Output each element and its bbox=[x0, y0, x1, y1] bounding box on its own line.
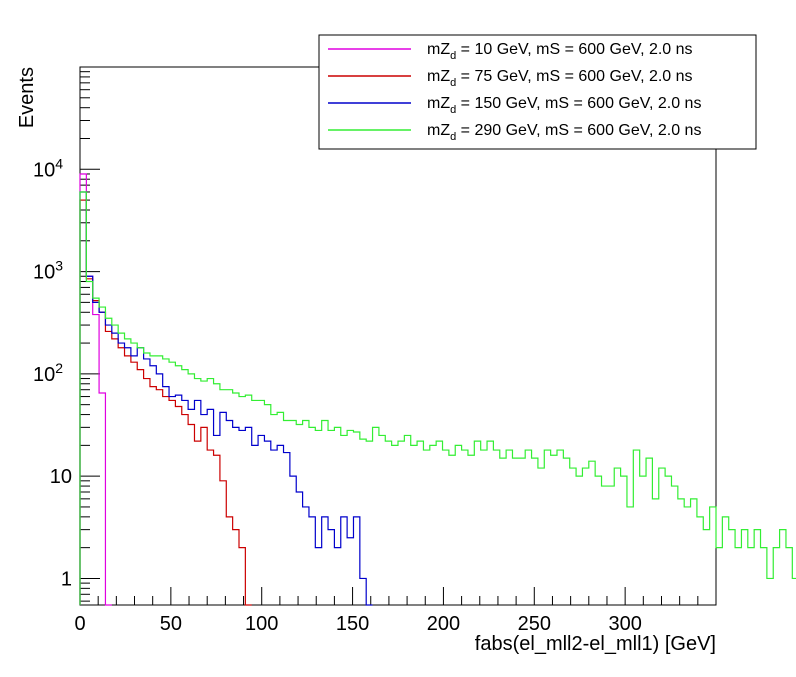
legend-label-main: mZ bbox=[427, 41, 450, 58]
legend-label-rest: = 10 GeV, mS = 600 GeV, 2.0 ns bbox=[456, 41, 692, 58]
y-tick-base: 10 bbox=[50, 466, 72, 488]
x-tick-label: 250 bbox=[518, 613, 551, 635]
x-tick-label: 300 bbox=[608, 613, 641, 635]
y-axis-title: Events bbox=[16, 67, 38, 128]
y-tick-exponent: 3 bbox=[55, 258, 63, 274]
y-tick-base: 10 bbox=[33, 159, 55, 181]
x-axis-title: fabs(el_mll2-el_mll1) [GeV] bbox=[475, 633, 716, 655]
y-major-ticks bbox=[80, 168, 100, 579]
series-layer bbox=[79, 173, 796, 606]
legend-label-main: mZ bbox=[427, 122, 450, 139]
y-tick-label: 1 bbox=[61, 568, 72, 590]
series-line bbox=[79, 199, 252, 606]
x-tick-label: 100 bbox=[245, 613, 278, 635]
y-tick-base: 1 bbox=[61, 568, 72, 590]
y-tick-label: 10 bbox=[50, 466, 72, 488]
x-tick-label: 50 bbox=[160, 613, 182, 635]
y-tick-base: 10 bbox=[33, 262, 55, 284]
y-tick-label: 104 bbox=[33, 155, 63, 181]
legend-label-rest: = 75 GeV, mS = 600 GeV, 2.0 ns bbox=[456, 68, 692, 85]
x-tick-label: 0 bbox=[74, 613, 85, 635]
x-tick-label: 200 bbox=[427, 613, 460, 635]
legend-label: mZd = 290 GeV, mS = 600 GeV, 2.0 ns bbox=[427, 122, 701, 143]
y-minor-ticks bbox=[80, 71, 90, 602]
y-tick-base: 10 bbox=[33, 364, 55, 386]
legend-label-subscript: d bbox=[450, 50, 456, 62]
series-line bbox=[79, 191, 796, 605]
x-tick-labels: 0 50 100 150 200 250 300 bbox=[74, 613, 641, 635]
y-tick-exponent: 2 bbox=[55, 360, 63, 376]
legend-label-main: mZ bbox=[427, 68, 450, 85]
legend-label-subscript: d bbox=[450, 131, 456, 143]
series-line bbox=[79, 191, 373, 606]
x-ticks bbox=[79, 587, 717, 605]
series-line bbox=[79, 173, 112, 606]
y-tick-label: 102 bbox=[33, 360, 63, 386]
legend-label-subscript: d bbox=[450, 77, 456, 89]
legend-label-main: mZ bbox=[427, 95, 450, 112]
y-tick-label: 103 bbox=[33, 258, 63, 284]
y-tick-exponent: 4 bbox=[55, 155, 63, 171]
legend-label: mZd = 150 GeV, mS = 600 GeV, 2.0 ns bbox=[427, 95, 701, 116]
legend-label-rest: = 290 GeV, mS = 600 GeV, 2.0 ns bbox=[456, 122, 701, 139]
legend-label: mZd = 75 GeV, mS = 600 GeV, 2.0 ns bbox=[427, 68, 693, 89]
legend-label-rest: = 150 GeV, mS = 600 GeV, 2.0 ns bbox=[456, 95, 701, 112]
legend-label-subscript: d bbox=[450, 104, 456, 116]
x-tick-label: 150 bbox=[336, 613, 369, 635]
legend-label: mZd = 10 GeV, mS = 600 GeV, 2.0 ns bbox=[427, 41, 693, 62]
